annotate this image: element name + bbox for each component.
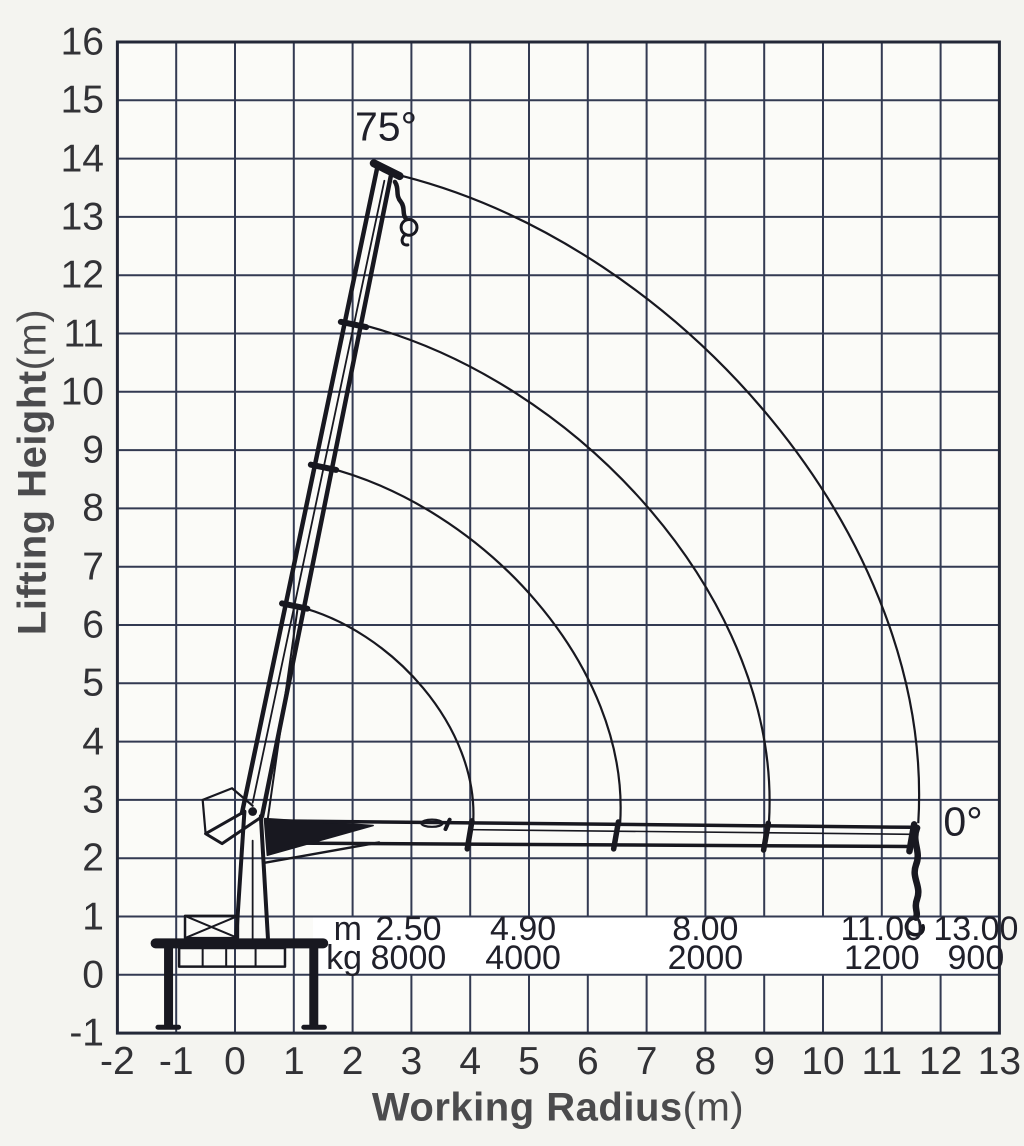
stowed-hook-ring-icon <box>421 820 442 827</box>
boom-tip-arcs <box>297 176 919 823</box>
vertical-gridlines <box>116 42 1001 1034</box>
boom-tip-arc-2 <box>323 466 620 823</box>
boom-75-head <box>374 163 400 176</box>
boom-75-edge-left <box>242 167 377 812</box>
boom-0-section-marks <box>467 821 768 850</box>
boom-0-top-edge <box>271 821 911 827</box>
boom-pivot <box>248 807 258 816</box>
turret-column-right <box>261 816 268 938</box>
crane-illustration <box>156 163 924 1027</box>
boom-0-brace <box>264 842 379 862</box>
knuckle-links <box>203 788 253 833</box>
plot-area <box>117 42 1000 1034</box>
hook-tip-75-icon <box>402 234 408 245</box>
boom-75-inner-line <box>253 181 385 803</box>
boom-tip-arc-4 <box>403 176 920 823</box>
subframe <box>179 948 285 967</box>
boom-0-inner-line <box>469 830 911 835</box>
hook-ring-75-icon <box>401 220 417 236</box>
boom-tip-arc-3 <box>356 323 770 823</box>
capacity-band <box>313 916 1000 975</box>
capacity-table-band <box>313 916 1000 975</box>
boom-75-section-marks <box>282 322 366 609</box>
turret-column-left <box>236 812 244 939</box>
plot-border <box>115 40 1001 1035</box>
hook-0-icon <box>906 918 923 935</box>
hoist-rope-75 <box>395 182 406 218</box>
boom-75-cylinder <box>267 610 298 826</box>
boom-tip-arc-1 <box>297 606 473 823</box>
stowed-hook-latch <box>446 820 450 829</box>
subframe-ribs <box>203 948 256 967</box>
boom-tail <box>206 812 261 844</box>
deck-braces <box>185 916 238 938</box>
plot-background <box>117 42 1000 1034</box>
hoist-chain-0 <box>915 828 919 918</box>
